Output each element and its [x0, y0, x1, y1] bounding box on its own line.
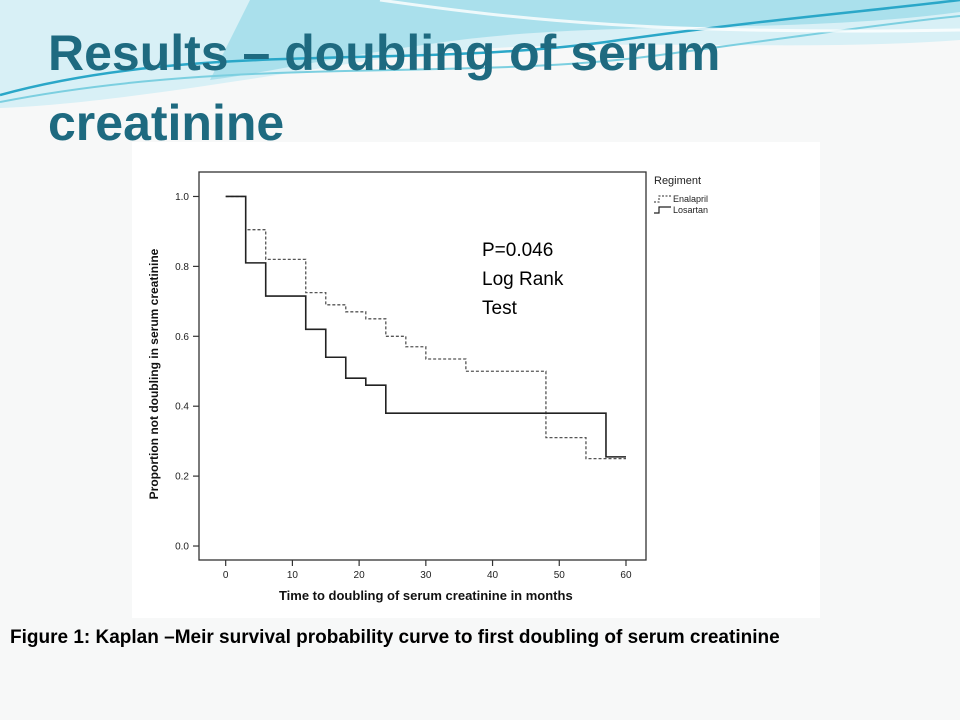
annotation-line-log-rank: Log Rank — [482, 269, 564, 290]
legend-label-enalapril: Enalapril — [673, 194, 708, 204]
legend-label-losartan: Losartan — [673, 205, 708, 215]
slide-title: Results – doubling of serum creatinine — [48, 25, 721, 151]
legend-symbol-losartan — [654, 206, 671, 214]
annotation-line-test: Test — [482, 298, 517, 319]
legend-symbol-enalapril — [654, 195, 671, 203]
y-tick-label: 0.0 — [175, 542, 189, 553]
kaplan-meier-chart: 0.0 0.2 0.4 0.6 0.8 1.0 0 10 20 30 40 50 60 Time to d… — [147, 171, 708, 603]
chart-panel: 0.0 0.2 0.4 0.6 0.8 1.0 0 10 20 30 40 50 60 Time to d… — [132, 142, 820, 618]
figure-caption: Figure 1: Kaplan –Meir survival probabil… — [10, 627, 780, 648]
wave-line-2 — [0, 15, 960, 103]
y-tick-label: 0.4 — [175, 402, 189, 413]
y-tick-label: 0.2 — [175, 472, 189, 483]
x-tick-label: 40 — [487, 570, 499, 581]
series-line-enalapril — [225, 195, 626, 460]
plot-frame — [198, 171, 647, 561]
legend-title: Regiment — [654, 175, 701, 187]
y-axis-label: Proportion not doubling in serum creatin… — [147, 248, 161, 499]
y-tick-label: 0.8 — [175, 262, 189, 273]
log-rank-annotation: P=0.046 Log Rank Test — [482, 236, 563, 323]
series-line-losartan — [225, 195, 626, 458]
x-axis-label: Time to doubling of serum creatinine in … — [279, 588, 573, 603]
x-tick-label: 30 — [420, 570, 432, 581]
x-tick-label: 60 — [620, 570, 632, 581]
annotation-line-p-value: P=0.046 — [482, 240, 554, 261]
y-tick-label: 1.0 — [175, 192, 189, 203]
x-tick-label: 20 — [354, 570, 366, 581]
y-tick-label: 0.6 — [175, 332, 189, 343]
x-tick-label: 50 — [554, 570, 566, 581]
x-tick-label: 0 — [223, 570, 229, 581]
wave-line-1 — [0, 0, 960, 97]
wave-line-3 — [379, 0, 960, 33]
x-tick-label: 10 — [287, 570, 299, 581]
